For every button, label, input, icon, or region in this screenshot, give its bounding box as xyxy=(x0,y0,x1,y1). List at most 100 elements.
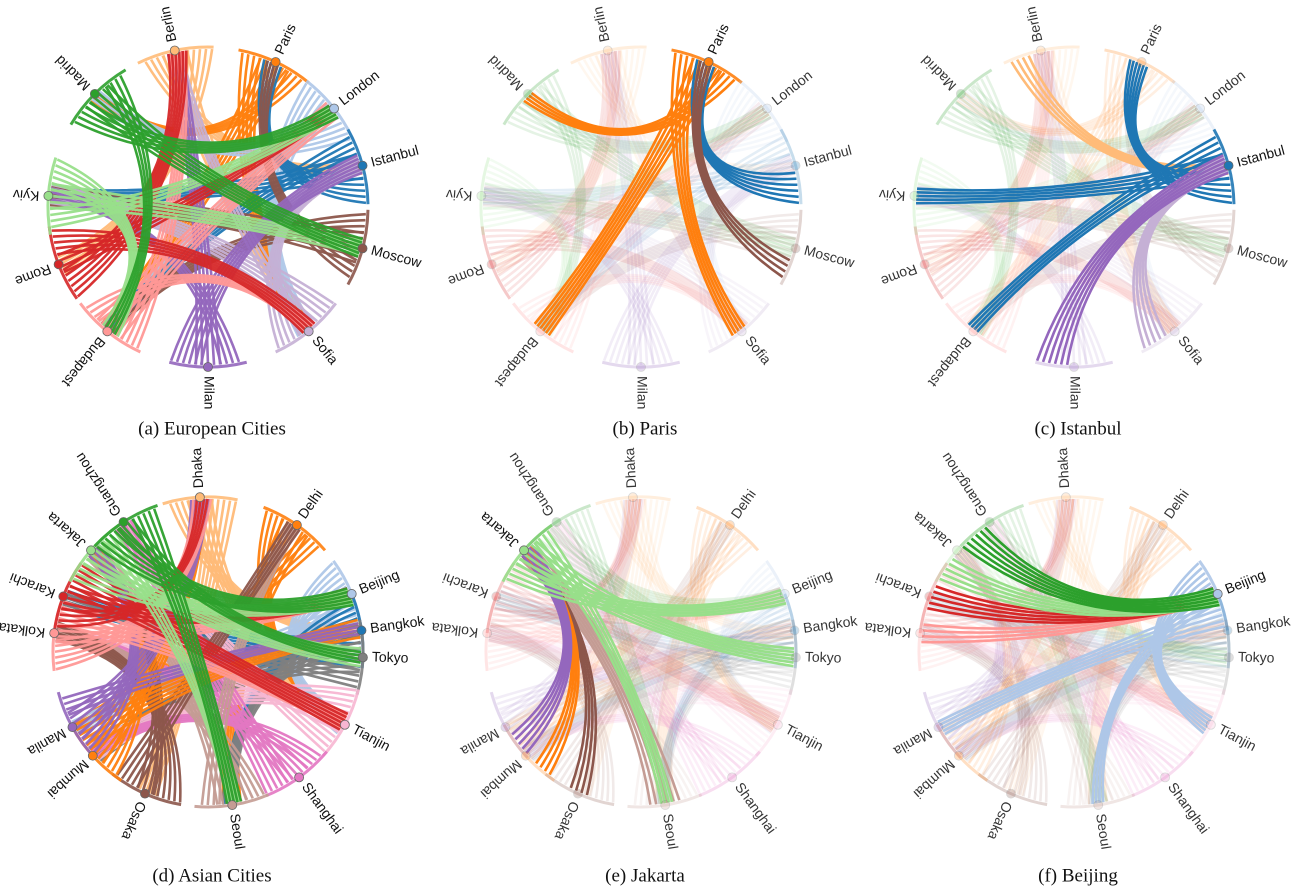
chord xyxy=(494,606,794,668)
chord xyxy=(619,500,793,629)
chord xyxy=(1041,157,1225,363)
chord xyxy=(515,562,794,668)
node-label: Tianjin xyxy=(783,721,826,754)
chord xyxy=(496,113,770,274)
node-dot xyxy=(779,589,790,599)
node-dot xyxy=(500,722,511,733)
chord xyxy=(199,171,363,366)
chord xyxy=(699,517,778,724)
node-dot xyxy=(194,492,205,503)
node-label: Jakarta xyxy=(909,509,954,551)
chord xyxy=(948,629,1226,742)
chord xyxy=(1027,55,1226,167)
chord xyxy=(488,633,682,801)
ring-arc xyxy=(934,523,986,583)
chord xyxy=(921,639,1156,784)
chord xyxy=(708,166,795,340)
chord xyxy=(595,55,736,335)
node-dot xyxy=(924,591,935,602)
chord xyxy=(554,524,766,743)
ring-arc xyxy=(1104,48,1176,84)
chord xyxy=(971,224,1231,330)
chord xyxy=(533,212,799,325)
chord xyxy=(521,617,791,751)
chord xyxy=(490,623,698,796)
node-dot xyxy=(356,625,367,636)
chord xyxy=(701,66,796,176)
chord xyxy=(1038,52,1173,333)
node-dot xyxy=(486,259,497,270)
chord xyxy=(136,515,232,804)
chord xyxy=(938,608,1222,727)
node-dot xyxy=(933,722,944,733)
node-label: Bangkok xyxy=(369,612,426,636)
node-label: Beijing xyxy=(1223,566,1268,597)
chord xyxy=(969,218,1232,327)
node-label: Bangkok xyxy=(802,612,859,636)
node-dot xyxy=(953,750,964,761)
node-dot xyxy=(1223,160,1234,171)
node-label: Tianjin xyxy=(350,721,393,754)
node-dot xyxy=(573,788,583,799)
chord xyxy=(489,629,687,799)
ring-arc xyxy=(1028,495,1104,506)
node-dot xyxy=(270,57,281,67)
chord xyxy=(539,84,797,241)
ring-arc xyxy=(512,302,575,354)
chord xyxy=(507,116,772,154)
chord xyxy=(491,50,623,262)
node-label: Budapest xyxy=(59,334,109,390)
ring-arc xyxy=(755,689,793,757)
ring-arc xyxy=(1129,505,1193,552)
chord xyxy=(1010,499,1086,793)
chord xyxy=(260,61,353,273)
chord xyxy=(955,636,1227,751)
ring-arc xyxy=(1140,302,1203,354)
chord xyxy=(1004,498,1074,790)
ring-arc xyxy=(945,302,1008,354)
chord xyxy=(489,624,610,802)
chord xyxy=(996,526,1164,786)
chord xyxy=(972,84,1230,241)
ring-arc xyxy=(502,68,560,126)
chord xyxy=(536,218,799,327)
chord xyxy=(581,499,659,794)
node-dot xyxy=(790,243,801,254)
ring-arc xyxy=(935,724,989,782)
chord xyxy=(528,698,782,758)
node-label: Mumbai xyxy=(478,757,526,802)
chord xyxy=(557,522,769,739)
node-dot xyxy=(535,326,546,337)
chord xyxy=(966,541,1219,611)
chord xyxy=(915,203,1223,264)
node-dot xyxy=(53,259,64,270)
chord xyxy=(64,53,175,277)
chord xyxy=(661,590,783,804)
chord xyxy=(152,508,243,802)
chord xyxy=(488,498,642,665)
node-dot xyxy=(292,520,302,530)
node-label: Jakarta xyxy=(476,509,521,551)
chord xyxy=(484,182,796,243)
node-label: Rome xyxy=(13,261,54,289)
chord xyxy=(691,60,784,279)
node-label: Berlin xyxy=(156,5,179,43)
chord xyxy=(970,141,1219,329)
chord xyxy=(950,106,1199,147)
node-label: Milan xyxy=(1067,376,1083,409)
chord xyxy=(962,93,1209,149)
node-label: Moscow xyxy=(803,242,858,271)
ring-arc xyxy=(502,724,556,782)
chord xyxy=(489,626,693,798)
node-dot xyxy=(952,545,962,556)
chord xyxy=(993,520,1206,734)
chord xyxy=(72,579,344,725)
chord xyxy=(1059,168,1228,365)
chord xyxy=(927,606,1227,668)
chord xyxy=(492,611,778,724)
chord xyxy=(1128,61,1232,193)
chord xyxy=(921,635,1161,780)
chord xyxy=(73,50,185,293)
chord xyxy=(85,105,359,258)
chord xyxy=(522,552,794,661)
